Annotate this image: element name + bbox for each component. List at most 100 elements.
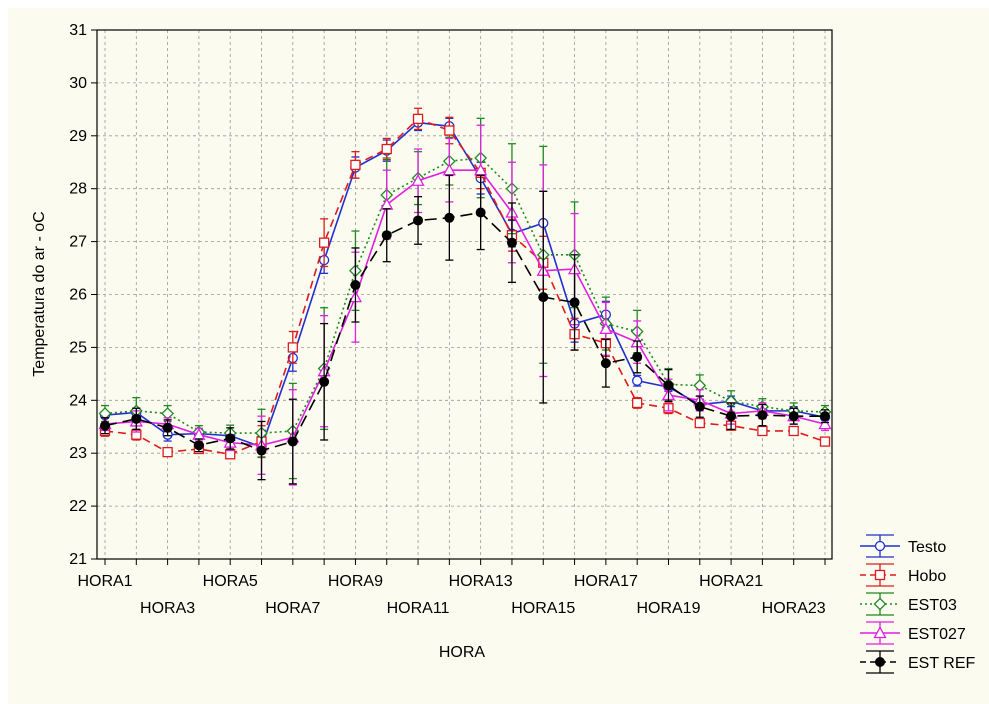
x-tick-label: HORA11 (387, 600, 450, 617)
series-line (104, 157, 826, 434)
x-tick-label: HORA23 (762, 600, 826, 617)
data-point (412, 113, 424, 125)
data-point (350, 279, 361, 290)
series-testo (99, 113, 831, 459)
data-point (319, 376, 330, 387)
data-point (444, 125, 455, 136)
y-tick-label: 24 (69, 392, 87, 409)
y-axis: 21 22 23 24 25 26 27 28 29 30 31 (69, 22, 97, 568)
data-point (475, 207, 486, 218)
data-point (162, 422, 173, 433)
legend-label: Testo (908, 539, 946, 556)
data-point (380, 197, 394, 210)
series-est027 (98, 124, 832, 486)
data-point (599, 322, 613, 335)
legend-marker (873, 597, 887, 611)
data-point (318, 237, 330, 248)
data-point (818, 417, 832, 430)
data-point (820, 411, 830, 422)
y-tick-label: 30 (69, 75, 87, 92)
y-tick-label: 26 (69, 287, 87, 304)
legend-marker (875, 657, 885, 667)
y-axis-label: Temperatura do ar - oC (31, 211, 48, 376)
x-tick-label: HORA15 (511, 600, 575, 617)
grid-lines (97, 29, 832, 560)
data-point (350, 159, 361, 171)
y-tick-label: 27 (69, 234, 87, 251)
x-tick-label: HORA7 (265, 600, 320, 617)
data-point (162, 446, 173, 458)
series-line (104, 121, 826, 448)
data-point (381, 143, 392, 155)
data-point (287, 342, 298, 353)
series-line (104, 169, 826, 447)
x-axis-label: HORA (439, 644, 486, 661)
legend-marker (874, 540, 886, 552)
series-hobo (99, 107, 831, 460)
legend-marker (873, 626, 887, 639)
data-point (726, 411, 737, 422)
data-point (287, 436, 298, 447)
data-point (757, 425, 768, 437)
data-point (444, 212, 455, 223)
data-point (225, 433, 236, 444)
data-point (788, 411, 799, 422)
data-point (632, 375, 643, 386)
data-point (819, 436, 831, 447)
legend-item: EST03 (860, 592, 957, 616)
x-tick-label: HORA13 (449, 573, 513, 590)
data-point (663, 380, 674, 391)
y-tick-label: 22 (69, 498, 87, 515)
data-point (474, 163, 488, 176)
x-tick-label: HORA9 (328, 573, 383, 590)
data-point (632, 397, 643, 409)
y-tick-label: 29 (69, 128, 87, 145)
series-line (104, 117, 826, 456)
legend: Testo Hobo EST03 EST027 EST REF (860, 534, 976, 674)
data-point (442, 163, 456, 176)
data-point (381, 230, 392, 241)
legend-marker (874, 569, 886, 581)
x-tick-label: HORA5 (203, 573, 258, 590)
legend-label: Hobo (908, 568, 946, 585)
legend-label: EST REF (908, 655, 976, 672)
data-point (100, 420, 110, 431)
data-point (193, 440, 204, 451)
data-point (632, 351, 643, 362)
y-tick-label: 31 (69, 22, 87, 39)
data-point (788, 425, 799, 437)
chart-background (8, 8, 989, 704)
data-point (757, 410, 768, 421)
series-layer (98, 107, 832, 486)
data-point (694, 401, 705, 412)
data-point (413, 215, 424, 226)
data-point (538, 292, 549, 303)
y-tick-label: 28 (69, 181, 87, 198)
data-point (506, 237, 517, 248)
data-point (569, 297, 580, 308)
legend-label: EST03 (908, 597, 957, 614)
series-est03 (98, 117, 832, 480)
y-tick-label: 23 (69, 445, 87, 462)
legend-item: EST REF (860, 650, 976, 674)
x-axis: HORA1 HORA5 HORA9 HORA13 HORA17 HORA21 HORA3 HO… (77, 559, 826, 617)
data-point (131, 413, 142, 424)
data-point (256, 445, 267, 456)
legend-item: Testo (860, 534, 946, 558)
x-tick-label: HORA21 (699, 573, 763, 590)
x-tick-label: HORA3 (140, 600, 195, 617)
legend-item: EST027 (860, 621, 966, 645)
y-tick-label: 21 (69, 551, 87, 568)
series-est-ref (100, 174, 830, 485)
data-point (411, 173, 425, 186)
x-tick-label: HORA19 (636, 600, 700, 617)
data-point (694, 417, 705, 429)
y-tick-label: 25 (69, 339, 87, 356)
legend-item: Hobo (860, 563, 946, 587)
series-line (104, 211, 825, 452)
data-point (600, 358, 611, 369)
x-tick-label: HORA17 (574, 573, 638, 590)
legend-label: EST027 (908, 626, 966, 643)
x-tick-label: HORA1 (77, 573, 132, 590)
